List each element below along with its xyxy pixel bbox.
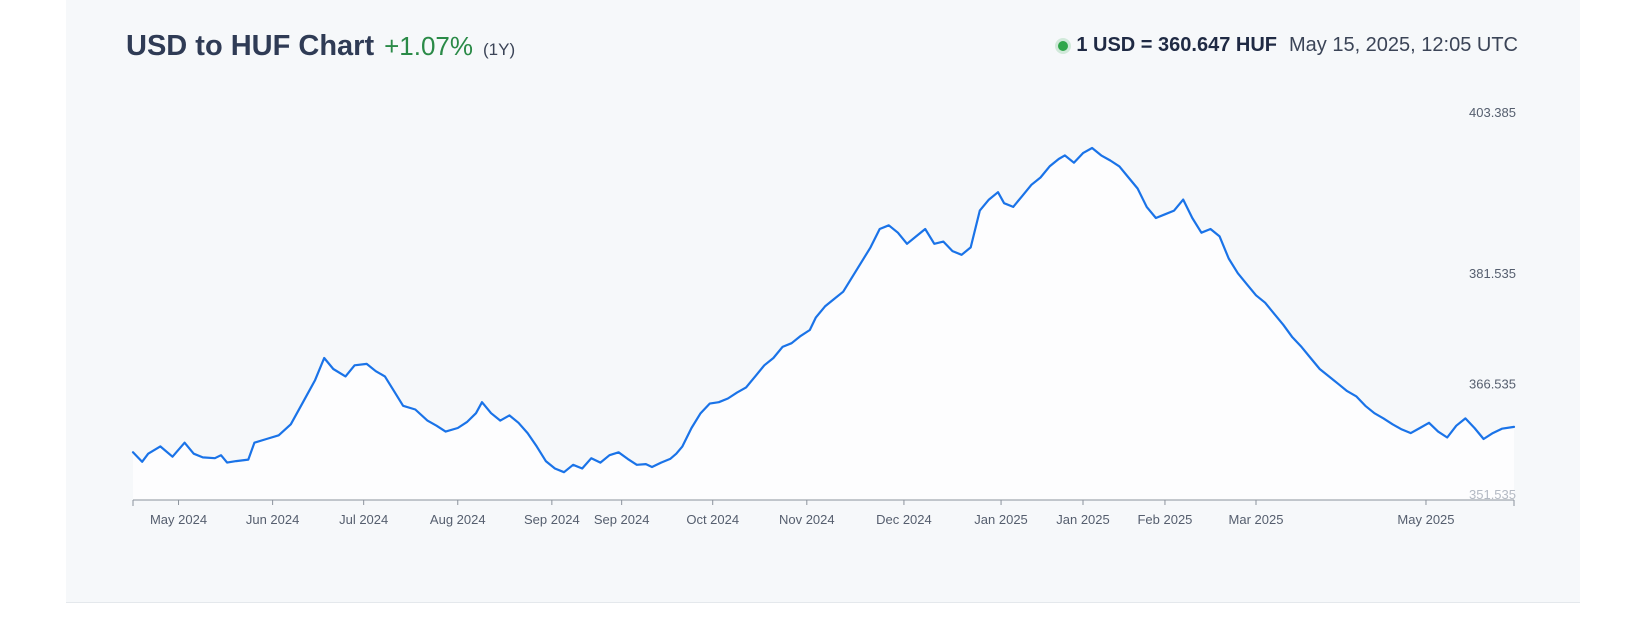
x-tick-label: Jul 2024 [339,512,388,527]
chart-panel [66,0,1580,602]
y-tick-label: 366.535 [1469,376,1516,391]
y-tick-label: 403.385 [1469,105,1516,120]
x-tick-label: Sep 2024 [524,512,580,527]
y-tick-label: 381.535 [1469,266,1516,281]
current-rate: 1 USD = 360.647 HUF [1076,34,1277,56]
percent-change: +1.07% [384,31,474,61]
live-dot-icon [1058,40,1069,51]
panel-divider [66,602,1580,603]
x-tick-label: Jan 2025 [1056,512,1110,527]
y-tick-label: 351.535 [1469,487,1516,502]
x-tick-label: May 2024 [150,512,207,527]
x-tick-label: Mar 2025 [1229,512,1284,527]
live-rate: 1 USD = 360.647 HUF May 15, 2025, 12:05 … [1058,34,1518,57]
period-label: (1Y) [483,40,516,59]
chart-header: USD to HUF Chart +1.07% (1Y) [126,30,515,63]
series-line [131,146,1516,474]
x-tick-label: Sep 2024 [594,512,650,527]
x-tick-label: Aug 2024 [430,512,486,527]
x-tick-label: Dec 2024 [876,512,932,527]
x-tick-label: Nov 2024 [779,512,835,527]
chart-title: USD to HUF Chart [126,30,375,62]
x-tick-label: Oct 2024 [686,512,739,527]
x-tick-label: Jun 2024 [246,512,300,527]
x-tick-label: Jan 2025 [974,512,1028,527]
x-tick-label: Feb 2025 [1137,512,1192,527]
x-tick-label: May 2025 [1397,512,1454,527]
area-fill [133,148,1514,500]
rate-timestamp: May 15, 2025, 12:05 UTC [1288,34,1518,56]
